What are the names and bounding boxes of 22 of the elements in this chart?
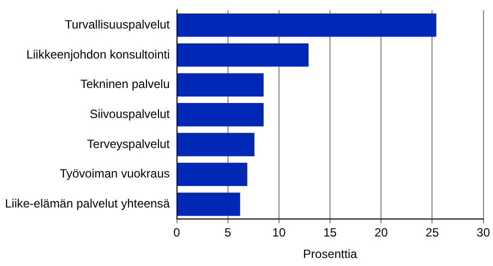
bar (177, 192, 240, 216)
y-tick-label: Liikkeenjohdon konsultointi (26, 47, 170, 62)
y-tick-label: Turvallisuuspalvelut (64, 17, 170, 32)
bar (177, 162, 248, 186)
x-tick-label: 15 (323, 226, 338, 240)
y-tick-label: Terveyspalvelut (87, 136, 170, 151)
x-tick-label: 10 (272, 226, 286, 240)
y-tick-label: Liike-elämän palvelut yhteensä (5, 196, 170, 211)
x-axis-title: Prosenttia (303, 247, 358, 262)
bar (177, 73, 264, 96)
bar (177, 103, 264, 126)
x-tick-label: 0 (173, 226, 180, 240)
x-tick-label: 5 (224, 226, 232, 240)
y-tick-label: Siivouspalvelut (90, 107, 170, 122)
x-tick-label: 20 (374, 226, 388, 240)
x-tick-label: 25 (426, 226, 440, 240)
y-tick-label: Työvoiman vuokraus (60, 166, 170, 181)
bar (177, 43, 309, 67)
x-tick-label: 30 (476, 226, 490, 240)
y-tick-label: Tekninen palvelu (80, 77, 170, 92)
bar (177, 132, 254, 156)
bar (177, 13, 436, 37)
